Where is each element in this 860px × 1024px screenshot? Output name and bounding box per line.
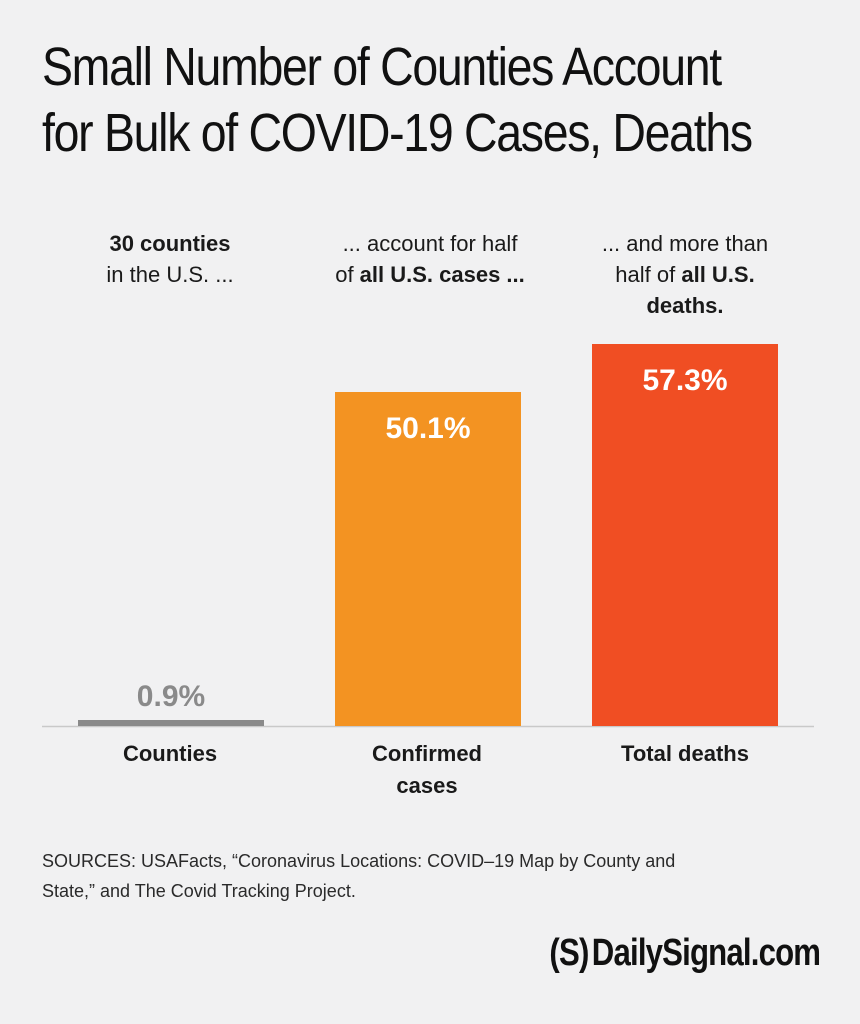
annotation-cases-text-1: ... account for half <box>342 231 518 256</box>
bar-total-deaths-value-label: 57.3% <box>642 364 727 397</box>
category-label-cases-line-1: Confirmed <box>372 741 482 766</box>
sources-note: SOURCES: USAFacts, “Coronavirus Location… <box>42 846 822 906</box>
sources-line-1: SOURCES: USAFacts, “Coronavirus Location… <box>42 851 676 871</box>
annotation-deaths-text-1: ... and more than <box>601 231 769 256</box>
category-label-cases-line-2: cases <box>396 773 458 798</box>
annotation-cases: ... account for half of all U.S. cases .… <box>300 228 560 290</box>
chart-title-line-2: for Bulk of COVID-19 Cases, Deaths <box>42 103 753 163</box>
annotation-cases-text-2: of <box>335 262 360 287</box>
annotation-deaths: ... and more than half of all U.S. death… <box>565 228 805 321</box>
annotation-deaths-text-2: half of <box>615 262 682 287</box>
bar-counties-value-label: 0.9% <box>137 680 205 713</box>
annotation-counties: 30 counties in the U.S. ... <box>70 228 270 290</box>
category-label-confirmed-cases: Confirmed cases <box>327 738 527 802</box>
bar-confirmed-cases-value-label: 50.1% <box>385 412 470 445</box>
annotation-deaths-bold-1: all U.S. <box>681 262 755 287</box>
logo-mark: (S) <box>549 932 589 974</box>
logo-text: DailySignal.com <box>591 932 821 974</box>
bar-total-deaths <box>592 344 778 726</box>
chart-title: Small Number of Counties Account for Bul… <box>42 34 816 166</box>
bar-confirmed-cases <box>335 392 521 726</box>
category-label-counties-text: Counties <box>122 741 218 766</box>
annotation-counties-bold: 30 counties <box>109 231 231 256</box>
category-label-counties: Counties <box>70 738 270 770</box>
bar-counties <box>78 720 264 726</box>
annotation-counties-text: in the U.S. ... <box>106 262 234 287</box>
chart-title-line-1: Small Number of Counties Account <box>42 37 722 97</box>
category-label-total-deaths: Total deaths <box>585 738 785 770</box>
category-label-deaths-text: Total deaths <box>621 741 749 766</box>
annotation-deaths-bold-2: deaths. <box>646 293 724 318</box>
daily-signal-logo: (S)DailySignal.com <box>549 932 821 975</box>
sources-line-2: State,” and The Covid Tracking Project. <box>42 881 356 901</box>
annotation-cases-bold: all U.S. cases ... <box>359 262 525 287</box>
